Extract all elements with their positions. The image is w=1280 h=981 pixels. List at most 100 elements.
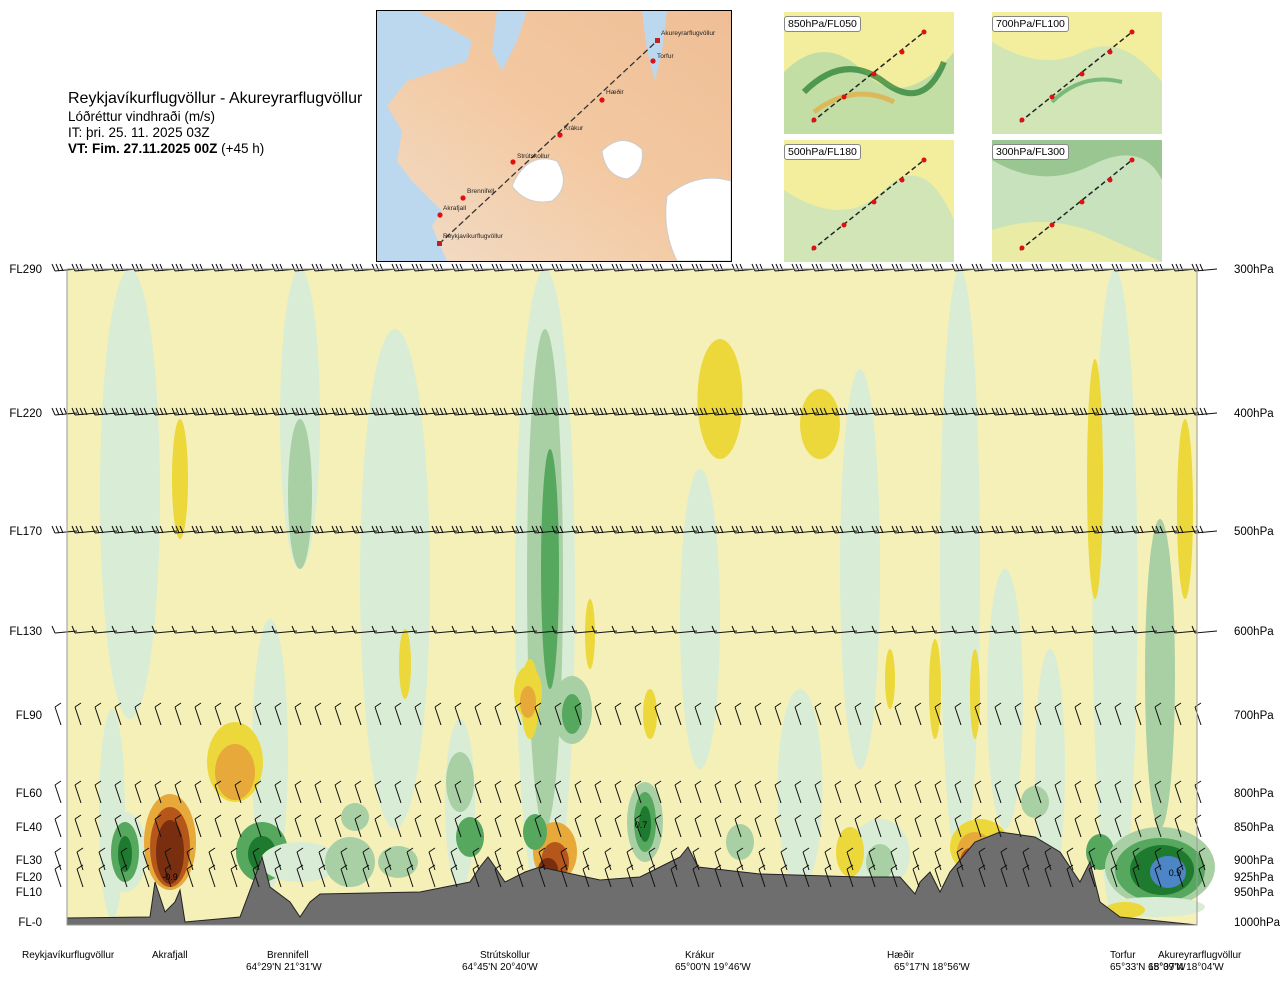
thumbnail-300hpa-field bbox=[992, 140, 1162, 262]
wind-barb bbox=[471, 407, 498, 416]
wind-barb bbox=[491, 525, 518, 534]
wind-barb bbox=[434, 702, 442, 726]
wind-barb bbox=[1051, 525, 1078, 534]
wind-barb bbox=[174, 780, 182, 804]
wind-barb bbox=[534, 814, 542, 838]
waypoint-label: Akureyrarflugvöllur bbox=[661, 30, 716, 37]
cross-section-plot: -0.9 0.7 0.9 bbox=[51, 263, 1218, 926]
wind-barb bbox=[362, 847, 370, 871]
wind-barb bbox=[692, 847, 700, 871]
wind-barb bbox=[254, 780, 262, 804]
wind-barb bbox=[758, 847, 766, 871]
wind-barb bbox=[824, 864, 832, 888]
wind-barb bbox=[611, 525, 638, 534]
wind-barb bbox=[771, 525, 798, 534]
wind-barb bbox=[694, 702, 702, 726]
wind-barb bbox=[54, 814, 62, 838]
wind-barb bbox=[454, 814, 462, 838]
wind-barb bbox=[571, 525, 598, 534]
pressure-level-label: 925hPa bbox=[1234, 872, 1274, 884]
thumbnail-300hpa[interactable]: 300hPa/FL300 bbox=[992, 140, 1162, 262]
wind-barb bbox=[811, 625, 838, 634]
station-name: Torfur bbox=[1110, 950, 1136, 961]
wind-barb bbox=[611, 625, 638, 634]
wind-barb bbox=[554, 780, 562, 804]
wind-barb bbox=[912, 847, 920, 871]
wind-barb bbox=[194, 702, 202, 726]
wind-barb bbox=[531, 625, 558, 634]
wind-barb bbox=[814, 780, 822, 804]
wind-barb bbox=[846, 864, 854, 888]
wind-barb bbox=[1088, 847, 1096, 871]
wind-barb bbox=[1044, 864, 1052, 888]
wind-barb bbox=[311, 625, 338, 634]
wind-barb bbox=[731, 625, 758, 634]
wind-barb bbox=[340, 864, 348, 888]
wind-barb bbox=[891, 525, 918, 534]
wind-barb bbox=[1014, 780, 1022, 804]
velocity-cell bbox=[866, 844, 894, 880]
pressure-level-label: 850hPa bbox=[1234, 822, 1274, 834]
wind-barb bbox=[1014, 814, 1022, 838]
wind-barb bbox=[674, 780, 682, 804]
wind-barb bbox=[914, 814, 922, 838]
wind-barb bbox=[1071, 407, 1098, 416]
wind-barb bbox=[531, 525, 558, 534]
wind-barb bbox=[814, 814, 822, 838]
thumbnail-850hpa[interactable]: 850hPa/FL050 bbox=[784, 12, 954, 134]
wind-barb bbox=[994, 814, 1002, 838]
velocity-cell bbox=[523, 814, 547, 850]
thumbnail-label: 700hPa/FL100 bbox=[992, 16, 1069, 32]
waypoint-label: Akrafjall bbox=[443, 205, 467, 212]
wind-barb bbox=[1151, 525, 1178, 534]
wind-barb bbox=[538, 847, 546, 871]
velocity-column bbox=[252, 619, 288, 889]
valid-time: VT: Fim. 27.11.2025 00Z (+45 h) bbox=[68, 141, 388, 157]
waypoint-label: Reykjavíkurflugvöllur bbox=[443, 233, 504, 240]
velocity-column bbox=[970, 649, 980, 739]
thumbnail-700hpa[interactable]: 700hPa/FL100 bbox=[992, 12, 1162, 134]
wind-barb bbox=[394, 780, 402, 804]
wind-barb bbox=[134, 702, 142, 726]
thumbnail-500hpa[interactable]: 500hPa/FL180 bbox=[784, 140, 954, 262]
station-coord: 65°33'N 18°07'W bbox=[1110, 962, 1186, 973]
wind-barb bbox=[251, 407, 278, 416]
wind-barb bbox=[374, 814, 382, 838]
wind-barb bbox=[894, 814, 902, 838]
velocity-cell bbox=[726, 824, 754, 860]
wind-barb bbox=[331, 407, 358, 416]
wind-barb bbox=[434, 780, 442, 804]
wind-barb bbox=[1151, 407, 1178, 416]
wind-barb bbox=[374, 780, 382, 804]
wind-barb bbox=[472, 847, 480, 871]
wind-barb bbox=[691, 625, 718, 634]
wind-barb bbox=[1154, 864, 1162, 888]
velocity-cell bbox=[639, 806, 651, 842]
wind-barb bbox=[114, 814, 122, 838]
wind-barb bbox=[174, 814, 182, 838]
wind-barb bbox=[171, 625, 198, 634]
wind-barb bbox=[791, 525, 818, 534]
wind-barb bbox=[934, 847, 942, 871]
wind-barb bbox=[780, 864, 788, 888]
wind-barb bbox=[91, 407, 118, 416]
wind-barb bbox=[230, 864, 238, 888]
velocity-cell bbox=[836, 827, 864, 877]
wind-barb bbox=[431, 407, 458, 416]
wind-barb bbox=[951, 525, 978, 534]
flight-level-label: FL10 bbox=[15, 887, 42, 899]
velocity-column bbox=[697, 339, 743, 459]
waypoint-label: Strútskollur bbox=[517, 153, 550, 160]
wind-barb bbox=[631, 407, 658, 416]
station-label: Hæðir 65°17'N 18°56'W bbox=[877, 950, 970, 974]
flight-level-label: FL290 bbox=[9, 264, 42, 276]
wind-barb bbox=[594, 780, 602, 804]
wind-barb bbox=[1191, 625, 1218, 634]
wind-barb bbox=[94, 814, 102, 838]
velocity-cell bbox=[456, 817, 484, 857]
wind-barb bbox=[714, 780, 722, 804]
wind-barb bbox=[831, 407, 858, 416]
thumbnail-label: 850hPa/FL050 bbox=[784, 16, 861, 32]
wind-barb bbox=[230, 847, 238, 871]
wind-barb bbox=[494, 814, 502, 838]
